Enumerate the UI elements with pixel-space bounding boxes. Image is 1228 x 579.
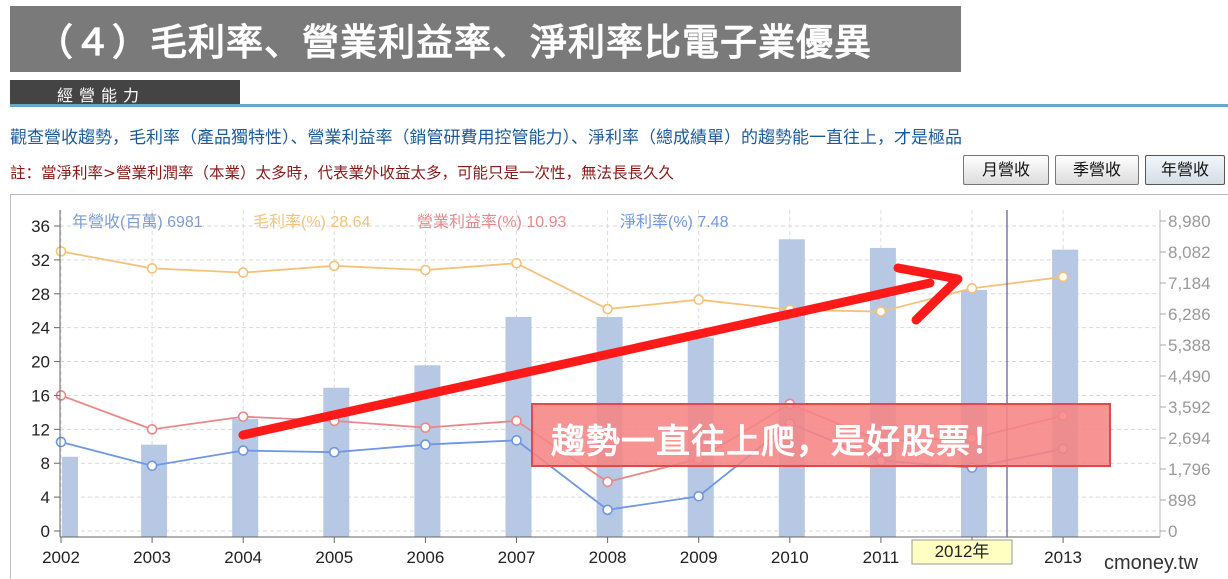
right-tick-label: 8,980 <box>1168 212 1211 231</box>
quarterly-revenue-button[interactable]: 季營收 <box>1055 155 1139 185</box>
description-text: 觀查營收趨勢，毛利率（產品獨特性）、營業利益率（銷管研費用控管能力）、淨利率（總… <box>10 128 962 148</box>
left-tick-label: 28 <box>31 285 50 304</box>
gross-margin-point <box>55 246 67 257</box>
operating-margin-point <box>237 411 249 422</box>
x-tick-label: 2013 <box>1044 548 1082 567</box>
title-banner: （４）毛利率、營業利益率、淨利率比電子業優異 <box>10 6 961 72</box>
right-tick-label: 8,082 <box>1168 243 1211 262</box>
legend-entry: 毛利率(%) 28.64 <box>253 213 370 231</box>
right-tick-label: 2,694 <box>1168 429 1211 448</box>
trend-arrowhead <box>893 263 963 325</box>
x-tick-label: 2007 <box>498 548 536 567</box>
callout-text: 趨勢一直往上爬，是好股票！ <box>551 422 1006 462</box>
section-bar: 經營能力 <box>10 80 1228 107</box>
section-tab-label: 經營能力 <box>57 86 146 105</box>
gross-margin-point <box>420 264 431 276</box>
trend-arrow <box>238 278 935 440</box>
x-tick-label: 2008 <box>589 548 627 567</box>
left-tick-label: 24 <box>31 319 50 338</box>
gross-margin-line <box>60 250 1064 313</box>
operating-margin-point <box>146 424 158 435</box>
right-tick-label: 5,388 <box>1168 336 1211 355</box>
revenue-bar <box>505 316 532 537</box>
legend-entry: 年營收(百萬) 6981 <box>72 213 203 231</box>
legend-entry: 淨利率(%) 7.48 <box>620 213 729 231</box>
right-tick-label: 6,286 <box>1168 305 1211 324</box>
gross-margin-point <box>966 283 978 294</box>
operating-margin-point <box>602 476 613 488</box>
net-margin-point <box>237 445 249 456</box>
right-tick-label: 898 <box>1168 491 1196 510</box>
left-tick-label: 36 <box>31 217 50 236</box>
net-margin-point <box>55 436 67 448</box>
x-tick-label: 2002 <box>42 548 80 567</box>
right-tick-label: 0 <box>1168 522 1177 541</box>
note-text: 註：當淨利率>營業利潤率（本業）太多時，代表業外收益太多，可能只是一次性，無法長… <box>10 164 674 182</box>
net-margin-point <box>146 460 158 472</box>
right-tick-label: 7,184 <box>1168 274 1211 293</box>
gross-margin-point <box>602 303 613 315</box>
highlight-label: 2012年 <box>935 542 990 561</box>
gross-margin-point <box>237 267 249 278</box>
gross-margin-point <box>693 294 705 306</box>
yearly-revenue-button[interactable]: 年營收 <box>1145 155 1225 185</box>
highlight-label-box <box>911 539 1013 565</box>
x-tick-label: 2010 <box>771 548 809 567</box>
revenue-bar <box>778 239 805 538</box>
right-tick-label: 4,490 <box>1168 367 1211 386</box>
left-tick-label: 32 <box>31 251 50 270</box>
right-tick-label: 3,592 <box>1168 398 1211 417</box>
left-tick-label: 4 <box>41 488 50 507</box>
chart-frame <box>10 194 1228 579</box>
revenue-bar <box>1052 249 1079 537</box>
gross-margin-point <box>511 257 522 269</box>
x-tick-label: 2006 <box>406 548 444 567</box>
watermark: cmoney.tw <box>1104 552 1199 574</box>
revenue-bar <box>141 444 168 537</box>
left-tick-label: 12 <box>31 420 50 439</box>
left-tick-label: 16 <box>31 386 50 405</box>
trend-callout: 趨勢一直往上爬，是好股票！ <box>531 403 1111 467</box>
section-tab: 經營能力 <box>10 80 240 105</box>
monthly-revenue-button[interactable]: 月營收 <box>963 155 1049 185</box>
operating-margin-point <box>420 422 431 433</box>
page-title: （４）毛利率、營業利益率、淨利率比電子業優異 <box>36 21 872 64</box>
net-margin-point <box>693 490 705 502</box>
x-tick-label: 2004 <box>224 548 262 567</box>
revenue-bar <box>62 456 78 537</box>
gross-margin-point <box>146 263 158 274</box>
left-tick-label: 8 <box>41 454 50 473</box>
net-margin-point <box>602 504 613 516</box>
x-tick-label: 2005 <box>315 548 353 567</box>
operating-margin-point <box>511 415 522 427</box>
net-margin-point <box>328 446 340 458</box>
net-margin-point <box>511 435 522 446</box>
left-tick-label: 20 <box>31 353 50 372</box>
legend-entry: 營業利益率(%) 10.93 <box>417 213 566 231</box>
right-tick-label: 1,796 <box>1168 460 1211 479</box>
gross-margin-point <box>875 306 887 317</box>
x-tick-label: 2009 <box>680 548 718 567</box>
net-margin-point <box>420 439 431 450</box>
gross-margin-point <box>1057 271 1069 283</box>
gross-margin-point <box>328 260 340 272</box>
x-tick-label: 2003 <box>133 548 171 567</box>
x-tick-label: 2011 <box>863 548 900 567</box>
left-tick-label: 0 <box>41 522 50 541</box>
